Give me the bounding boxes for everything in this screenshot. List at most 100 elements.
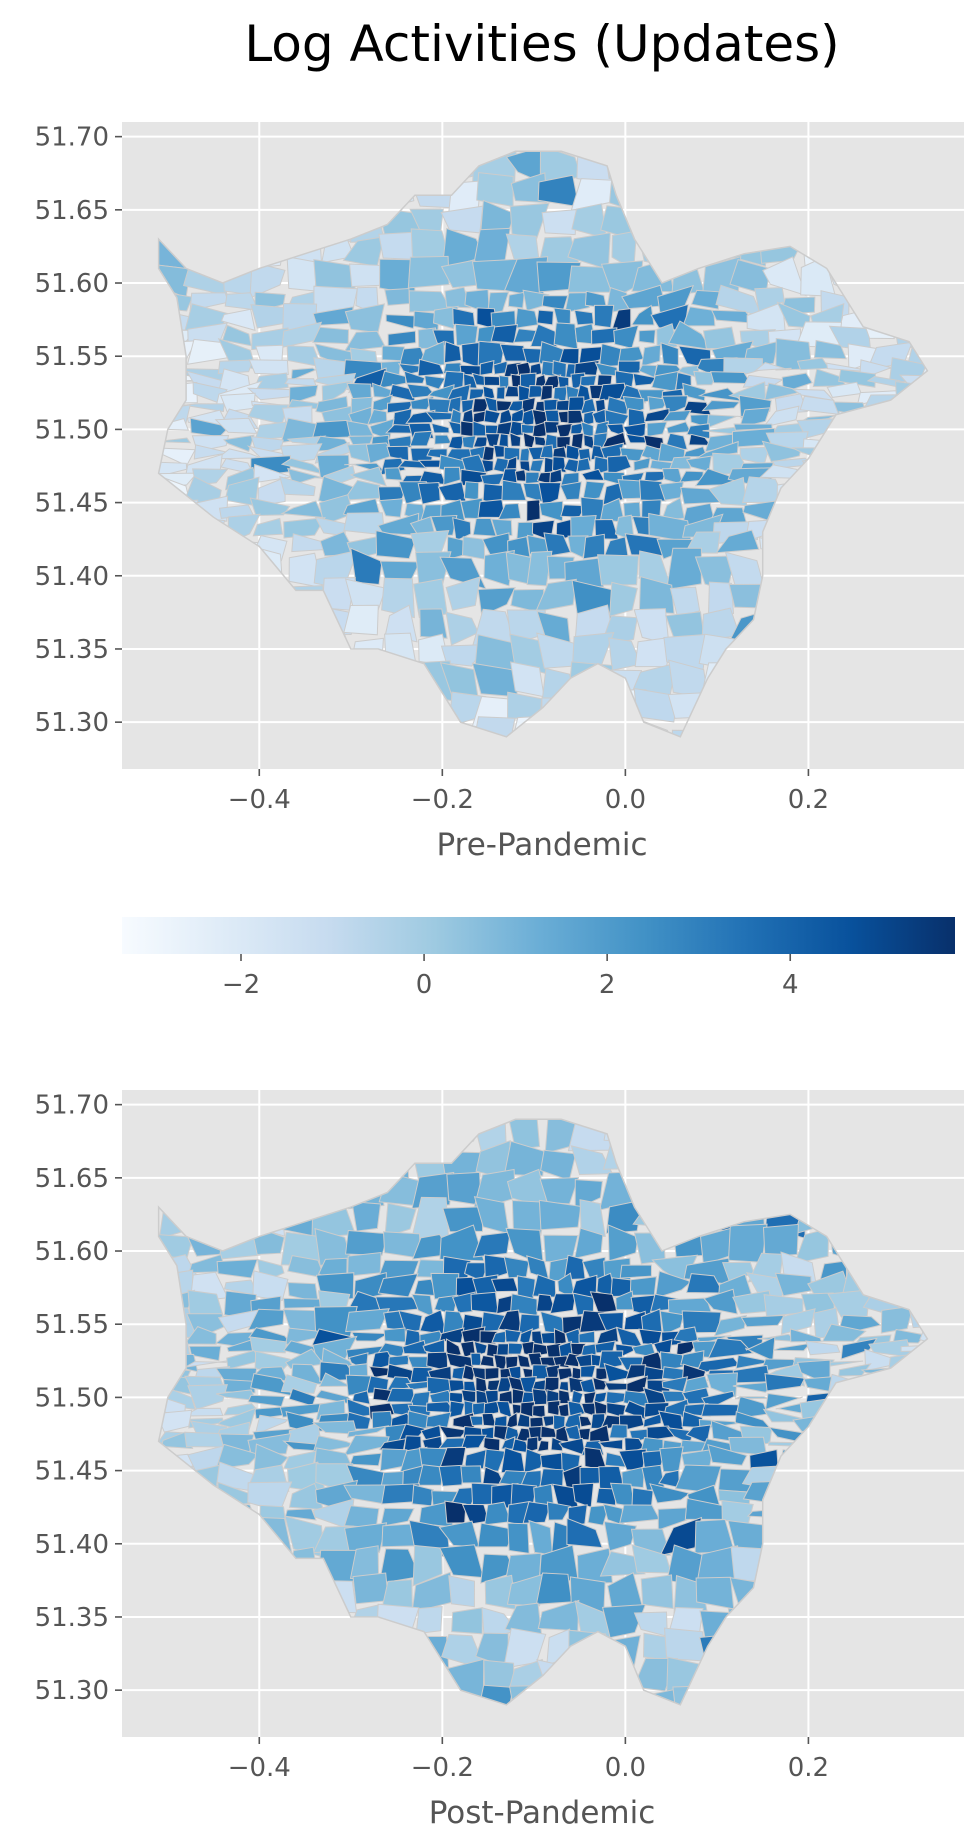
y-tick-label: 51.55 [35,1310,109,1340]
region-cell [630,304,655,326]
region-cell [452,1291,476,1314]
region-cell [669,586,701,618]
region-cell [415,1605,443,1635]
region-cell [840,1337,878,1360]
region-cell [551,456,567,474]
region-boundary [157,1118,929,1706]
region-cell [540,384,553,401]
region-cell [412,1544,443,1587]
region-cell [707,1443,748,1466]
region-cell [419,608,448,639]
region-cell [559,481,582,501]
x-tick-label: 0.2 [788,785,829,815]
region-cell [284,1508,317,1521]
region-cell [461,536,486,560]
region-cell [460,1434,487,1450]
region-cell [617,360,641,374]
region-boundary [157,150,929,738]
region-cell [249,1336,287,1354]
region-cell [632,372,657,387]
region-cell [499,343,528,362]
region-cell [536,1440,550,1453]
region-cell [780,1308,816,1335]
region-cell [597,1439,624,1450]
region-cell [476,172,514,208]
region-cell [721,1500,754,1525]
region-cell [383,1327,407,1343]
region-cell [520,1401,536,1418]
y-tick-label: 51.30 [35,708,109,738]
region-cell [514,469,528,482]
region-cell [919,357,928,381]
region-cell [576,457,592,473]
region-cell [222,434,255,453]
region-cell [505,1355,519,1371]
region-cell [443,340,462,364]
map-panel-pre-pandemic: 51.30 51.35 51.40 51.45 51.50 51.55 51.60 51.65… [35,122,964,863]
region-cell [477,587,516,617]
y-tick-label: 51.60 [35,1237,109,1267]
region-cell [220,308,256,332]
x-axis: −0.4 −0.2 0.0 0.2 [228,769,829,815]
region-cell [507,291,525,309]
region-cell [371,382,393,399]
region-cell [682,306,716,327]
region-cell [525,1436,539,1454]
region-cell [249,261,286,299]
region-cell [473,1340,488,1356]
region-cell [216,1258,259,1279]
region-cell [384,467,403,481]
region-cell [715,529,760,554]
region-cell [526,550,553,587]
y-axis: 51.30 51.35 51.40 51.45 51.50 51.55 51.60 51.65… [35,123,122,738]
region-cell [738,407,771,429]
region-cell [525,471,540,485]
region-cell [287,467,326,486]
x-tick-label: −0.4 [228,1753,291,1783]
region-cell [553,1327,567,1346]
region-cell [463,1448,487,1470]
region-cell [638,329,656,344]
region-cell [579,1199,606,1238]
region-cell [431,422,450,434]
colorbar-gradient [122,917,955,954]
region-cell [444,286,471,309]
region-cell [539,1468,564,1487]
y-tick-label: 51.70 [35,1091,109,1121]
region-cell [544,1376,560,1394]
x-tick-label: −0.2 [411,785,474,815]
region-cell [892,1328,926,1344]
region-cell [491,1330,509,1344]
region-cell [579,374,597,387]
region-cell [669,456,691,470]
region-cell [740,1314,786,1328]
region-cell [649,1483,692,1504]
region-cell [438,1425,468,1439]
figure-title: Log Activities (Updates) [244,15,839,73]
colorbar-ticks: −2 0 2 4 [222,954,799,1000]
y-tick-label: 51.40 [35,1530,109,1560]
region-cell [640,344,662,368]
region-cell [547,1400,561,1417]
region-cell [707,1337,754,1359]
region-cell [805,1340,841,1356]
y-tick-label: 51.35 [35,1603,109,1633]
region-cell [538,481,562,507]
region-cell [621,1466,645,1489]
region-cell [479,1354,495,1368]
region-cell [345,1308,391,1333]
y-tick-label: 51.45 [35,1457,109,1487]
region-cell [346,1425,390,1438]
region-cell [700,1403,741,1417]
region-cell [193,444,230,460]
region-cell [605,1199,644,1234]
x-axis: −0.4 −0.2 0.0 0.2 [228,1737,829,1783]
region-cell [481,445,495,463]
region-cell [638,479,667,502]
region-cell [477,1522,516,1548]
region-cell [386,1387,416,1403]
y-tick-label: 51.50 [35,1383,109,1413]
region-cell [188,1345,222,1362]
region-cell [451,1366,466,1381]
region-cell [454,323,479,346]
